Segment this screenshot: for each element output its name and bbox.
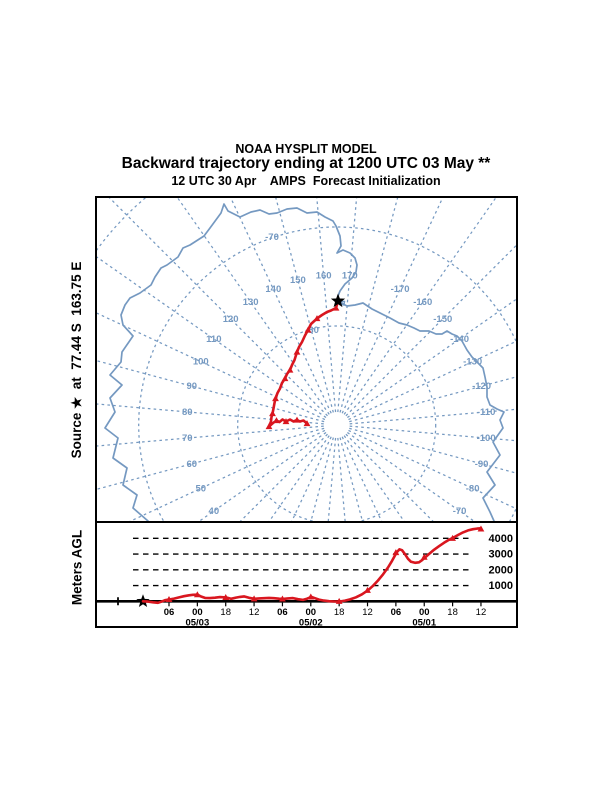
longitude-label: -120 (472, 381, 491, 392)
latitude-label: -80 (305, 325, 319, 336)
trajectory-marker (281, 375, 289, 382)
trajectory-marker (286, 366, 294, 373)
longitude-label: 40 (209, 506, 220, 517)
height-marker (364, 586, 371, 593)
time-label: 06 (277, 607, 288, 618)
y-axis-label: 1000 (489, 580, 513, 592)
longitude-label: 160 (316, 271, 332, 282)
longitude-label: -90 (475, 459, 489, 470)
page-title: NOAA HYSPLIT MODEL (235, 142, 377, 156)
page-subtitle: Backward trajectory ending at 1200 UTC 0… (121, 155, 491, 172)
trajectory-marker (269, 410, 276, 417)
longitude-label: 100 (193, 357, 209, 368)
trajectory-marker (293, 348, 301, 355)
trajectory-marker (273, 417, 280, 424)
height-marker (250, 595, 258, 602)
map-graticule (96, 197, 517, 522)
height-marker (335, 597, 343, 604)
longitude-label: 170 (342, 271, 358, 282)
date-label: 05/02 (299, 618, 323, 629)
time-label: 18 (220, 607, 231, 618)
height-curve-markers (165, 525, 485, 604)
longitude-label: -130 (463, 357, 482, 368)
height-marker (193, 591, 201, 598)
trajectory-marker (293, 416, 301, 423)
longitude-label: 130 (243, 297, 259, 308)
height-gridlines (133, 537, 470, 587)
date-label: 05/01 (412, 618, 436, 629)
start-plus-icon (114, 597, 122, 606)
trajectory-marker (282, 418, 290, 425)
trajectory-marker (313, 315, 321, 322)
time-label: 18 (447, 607, 458, 618)
height-marker (392, 549, 400, 556)
longitude-label: 80 (182, 407, 193, 418)
antarctica-coastline (104, 203, 505, 522)
longitude-label: 90 (187, 381, 198, 392)
trajectory-marker (265, 423, 273, 430)
time-label: 00 (192, 607, 203, 618)
longitude-label: -150 (433, 314, 452, 325)
longitude-label: 70 (182, 433, 193, 444)
longitude-label: -80 (466, 483, 480, 494)
time-label: 06 (391, 607, 402, 618)
height-curve (141, 526, 483, 605)
time-label: 00 (306, 607, 317, 618)
longitude-label: 110 (206, 334, 221, 345)
y-axis-label: 3000 (489, 549, 513, 561)
y-axis-label: 2000 (489, 564, 513, 576)
y-axis-label: 4000 (489, 533, 513, 545)
time-label: 12 (476, 607, 487, 618)
longitude-label: 60 (187, 459, 198, 470)
time-label: 00 (419, 607, 430, 618)
date-label: 05/03 (185, 618, 209, 629)
longitude-label: 140 (265, 284, 281, 295)
longitude-label: -170 (391, 284, 410, 295)
trajectory-path (267, 299, 340, 428)
height-marker (307, 593, 315, 600)
height-marker (420, 553, 428, 560)
height-panel-border (95, 521, 518, 628)
map-latitude-labels: -70 -80 (265, 232, 319, 336)
height-marker (477, 525, 485, 532)
trajectory-marker (303, 420, 311, 427)
trajectory-marker (272, 395, 279, 402)
time-label: 06 (164, 607, 175, 618)
trajectory-markers (265, 304, 340, 430)
height-marker (279, 595, 286, 602)
time-label: 18 (334, 607, 345, 618)
longitude-label: -70 (453, 506, 467, 517)
source-star-icon (330, 293, 346, 308)
height-axis-labels: 1000 2000 3000 4000 (489, 533, 513, 592)
longitude-label: 50 (195, 483, 206, 494)
time-label: 12 (249, 607, 260, 618)
trajectory-marker (332, 304, 340, 311)
latitude-label: -70 (265, 232, 279, 243)
longitude-label: -100 (477, 433, 496, 444)
height-marker (222, 593, 230, 600)
longitude-label: 120 (223, 314, 239, 325)
height-marker (165, 596, 173, 603)
longitude-label: -110 (477, 407, 496, 418)
time-label: 12 (362, 607, 373, 618)
longitude-label: -160 (413, 297, 432, 308)
longitude-label: 150 (290, 275, 306, 286)
initialization-label: 12 UTC 30 Apr AMPS Forecast Initializati… (171, 174, 441, 188)
height-marker (449, 534, 456, 541)
trajectory-marker (304, 326, 312, 333)
